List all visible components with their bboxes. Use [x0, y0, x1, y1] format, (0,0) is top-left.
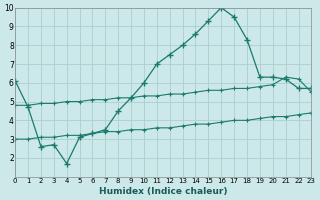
X-axis label: Humidex (Indice chaleur): Humidex (Indice chaleur)	[99, 187, 228, 196]
